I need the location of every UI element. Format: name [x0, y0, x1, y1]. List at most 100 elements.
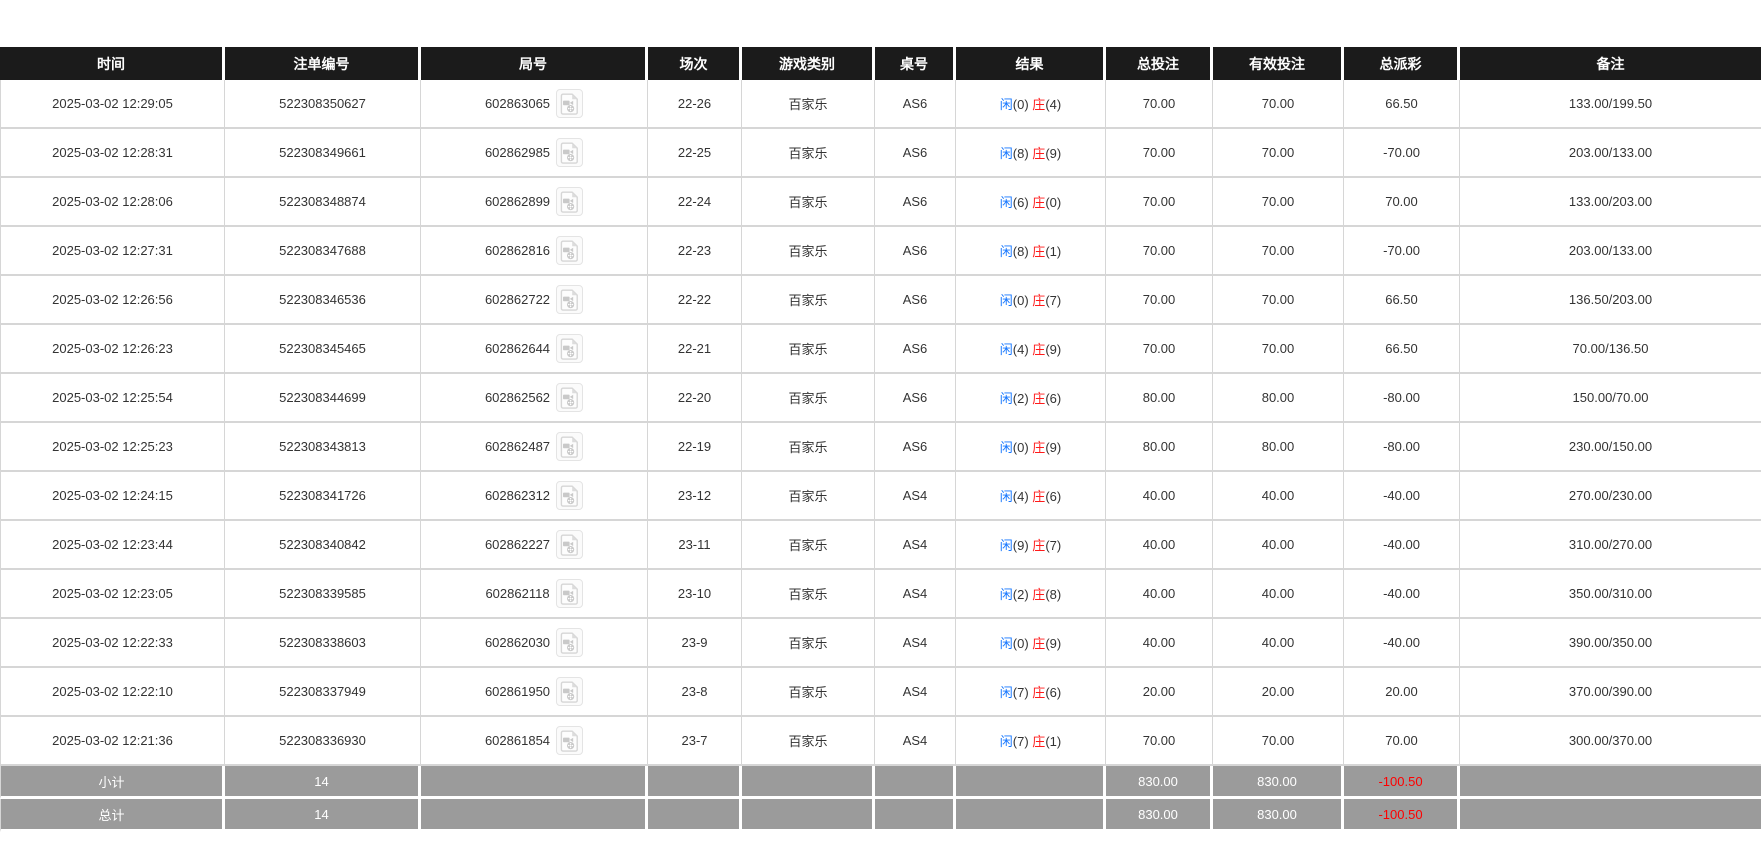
column-header-payout: 总派彩: [1344, 47, 1460, 80]
result-banker-score: (9): [1045, 342, 1062, 357]
cell-remark: 70.00/136.50: [1460, 325, 1761, 374]
cell-total-bet: 20.00: [1106, 668, 1213, 717]
cell-bet-number: 522308345465: [225, 325, 421, 374]
cell-round-number: 602861854: [421, 717, 648, 766]
cell-payout: 66.50: [1344, 276, 1460, 325]
result-player-score: (4): [1012, 489, 1033, 504]
cell-valid-bet: 20.00: [1213, 668, 1344, 717]
cell-round-number: 602861950: [421, 668, 648, 717]
cell-table-number: AS6: [875, 423, 956, 472]
cell-round-number: 602862644: [421, 325, 648, 374]
header-row: 时间 注单编号 局号 场次 游戏类别 桌号 结果 总投注 有效投注 总派彩 备注: [0, 47, 1761, 80]
cell-total-bet: 70.00: [1106, 227, 1213, 276]
video-replay-icon: [560, 436, 578, 458]
video-replay-button[interactable]: [556, 726, 584, 755]
video-replay-icon: [560, 534, 578, 556]
video-replay-button[interactable]: [556, 530, 584, 559]
bet-records-page: 时间 注单编号 局号 场次 游戏类别 桌号 结果 总投注 有效投注 总派彩 备注 2025-03-0…: [0, 47, 1761, 832]
cell-valid-bet: 70.00: [1213, 325, 1344, 374]
cell-session: 22-19: [648, 423, 742, 472]
cell-bet-number: 522308346536: [225, 276, 421, 325]
video-replay-icon: [560, 583, 578, 605]
video-replay-button[interactable]: [556, 187, 584, 216]
cell-bet-number: 522308344699: [225, 374, 421, 423]
summary-empty-remark: [1460, 799, 1761, 832]
result-player-score: (2): [1012, 391, 1033, 406]
video-replay-button[interactable]: [556, 677, 584, 706]
cell-time: 2025-03-02 12:29:05: [0, 80, 225, 129]
cell-valid-bet: 40.00: [1213, 521, 1344, 570]
result-player-label: 闲: [999, 538, 1013, 553]
video-replay-button[interactable]: [556, 236, 584, 265]
cell-round-number: 602862985: [421, 129, 648, 178]
round-number-text: 602862227: [484, 537, 551, 552]
round-number-text: 602862312: [484, 488, 551, 503]
cell-game-type: 百家乐: [742, 668, 875, 717]
video-replay-button[interactable]: [556, 89, 584, 118]
video-replay-button[interactable]: [556, 481, 584, 510]
round-number-group: 602862816: [485, 236, 584, 265]
cell-valid-bet: 70.00: [1213, 80, 1344, 129]
cell-table-number: AS6: [875, 80, 956, 129]
round-number-group: 602862118: [485, 579, 583, 608]
cell-round-number: 602862118: [421, 570, 648, 619]
cell-result: 闲(0) 庄(9): [956, 619, 1106, 668]
round-number-group: 602862227: [484, 530, 584, 559]
cell-bet-number: 522308340842: [225, 521, 421, 570]
video-replay-button[interactable]: [555, 579, 583, 608]
video-replay-button[interactable]: [556, 334, 584, 363]
cell-result: 闲(2) 庄(8): [956, 570, 1106, 619]
cell-payout: 66.50: [1344, 325, 1460, 374]
video-replay-button[interactable]: [556, 285, 584, 314]
cell-table-number: AS6: [875, 129, 956, 178]
cell-game-type: 百家乐: [742, 178, 875, 227]
video-replay-button[interactable]: [556, 383, 584, 412]
cell-payout: 20.00: [1344, 668, 1460, 717]
cell-time: 2025-03-02 12:21:36: [0, 717, 225, 766]
video-replay-icon: [560, 191, 578, 213]
cell-payout: -70.00: [1344, 227, 1460, 276]
round-number-text: 602863065: [484, 96, 551, 111]
result-banker-score: (0): [1045, 195, 1062, 210]
result-player-label: 闲: [999, 97, 1013, 112]
summary-empty-result: [956, 766, 1106, 799]
video-replay-button[interactable]: [556, 138, 584, 167]
cell-valid-bet: 70.00: [1213, 178, 1344, 227]
cell-payout: -80.00: [1344, 374, 1460, 423]
cell-remark: 136.50/203.00: [1460, 276, 1761, 325]
cell-session: 23-12: [648, 472, 742, 521]
cell-payout: -40.00: [1344, 472, 1460, 521]
round-number-group: 602862312: [484, 481, 584, 510]
cell-round-number: 602862312: [421, 472, 648, 521]
table-row: 2025-03-02 12:22:10 522308337949 602861950…: [0, 668, 1761, 717]
round-number-group: 602862562: [485, 383, 584, 412]
result-player-score: (6): [1012, 195, 1033, 210]
video-replay-icon: [560, 289, 578, 311]
result-player-label: 闲: [999, 293, 1013, 308]
video-replay-button[interactable]: [556, 432, 584, 461]
cell-bet-number: 522308347688: [225, 227, 421, 276]
cell-time: 2025-03-02 12:28:31: [0, 129, 225, 178]
round-number-group: 602862030: [485, 628, 584, 657]
result-banker-score: (1): [1045, 734, 1062, 749]
cell-bet-number: 522308336930: [225, 717, 421, 766]
result-banker-label: 庄: [1032, 293, 1046, 308]
cell-remark: 270.00/230.00: [1460, 472, 1761, 521]
column-header-table_no: 桌号: [875, 47, 956, 80]
cell-result: 闲(7) 庄(1): [956, 717, 1106, 766]
cell-table-number: AS6: [875, 276, 956, 325]
cell-remark: 310.00/270.00: [1460, 521, 1761, 570]
summary-empty-result: [956, 799, 1106, 832]
cell-time: 2025-03-02 12:26:23: [0, 325, 225, 374]
video-replay-icon: [560, 485, 578, 507]
result-player-label: 闲: [999, 440, 1013, 455]
cell-bet-number: 522308338603: [225, 619, 421, 668]
cell-table-number: AS6: [875, 325, 956, 374]
cell-valid-bet: 70.00: [1213, 276, 1344, 325]
result-player-score: (8): [1012, 146, 1033, 161]
result-player-score: (9): [1012, 538, 1033, 553]
video-replay-button[interactable]: [556, 628, 584, 657]
cell-result: 闲(0) 庄(9): [956, 423, 1106, 472]
cell-result: 闲(9) 庄(7): [956, 521, 1106, 570]
cell-valid-bet: 40.00: [1213, 570, 1344, 619]
